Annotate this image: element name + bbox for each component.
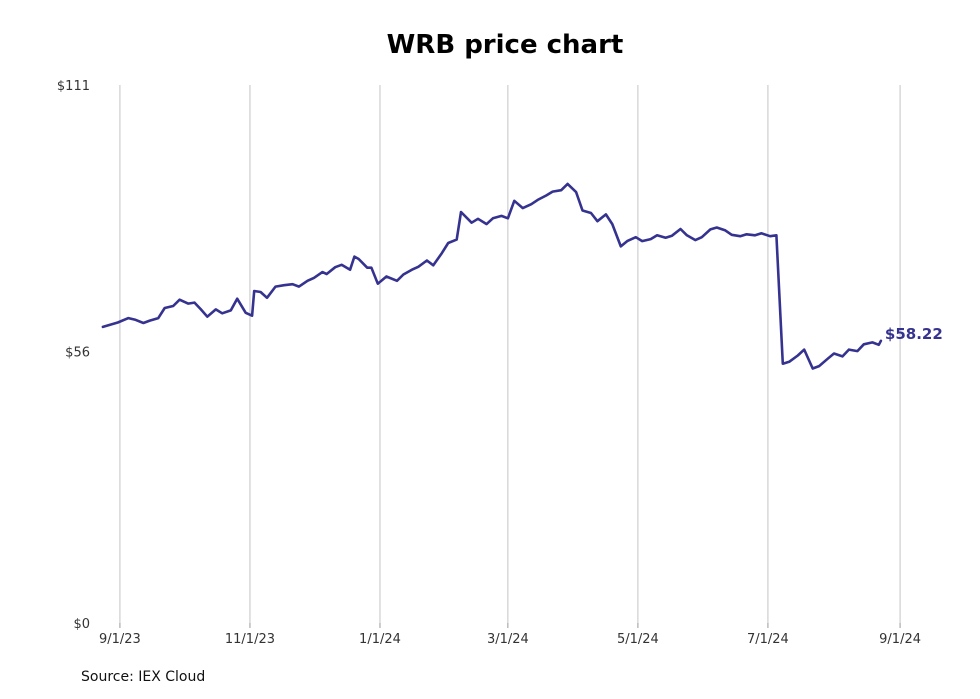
x-tick-label: 11/1/23 <box>225 632 275 647</box>
chart-source: Source: IEX Cloud <box>81 669 206 685</box>
annotation-layer: $58.22 <box>885 325 943 343</box>
series-layer <box>101 182 883 370</box>
price-line <box>101 182 883 370</box>
x-axis: 9/1/23 11/1/23 1/1/24 3/1/24 5/1/24 7/1/24 9/1… <box>99 623 921 647</box>
x-tick-label: 1/1/24 <box>359 632 401 647</box>
y-tick-label: $56 <box>65 346 90 361</box>
x-tick-label: 3/1/24 <box>487 632 529 647</box>
last-price-label: $58.22 <box>885 325 943 343</box>
y-tick-label: $0 <box>73 617 90 632</box>
y-axis: $0 $56 $111 <box>57 79 90 632</box>
y-tick-label: $111 <box>57 79 90 94</box>
x-tick-label: 7/1/24 <box>747 632 789 647</box>
x-tick-label: 9/1/24 <box>879 632 921 647</box>
x-tick-label: 9/1/23 <box>99 632 141 647</box>
gridlines <box>119 85 901 623</box>
chart-title: WRB price chart <box>386 30 624 60</box>
x-tick-label: 5/1/24 <box>617 632 659 647</box>
